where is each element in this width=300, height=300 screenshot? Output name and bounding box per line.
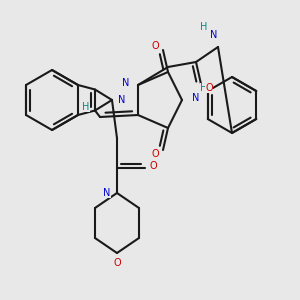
Text: H: H [82, 102, 90, 112]
Text: N: N [192, 93, 200, 103]
Text: N: N [210, 30, 218, 40]
Text: O: O [205, 83, 213, 93]
Text: O: O [151, 149, 159, 159]
Text: N: N [118, 95, 126, 105]
Text: O: O [113, 258, 121, 268]
Text: N: N [122, 78, 130, 88]
Text: O: O [151, 41, 159, 51]
Text: H: H [200, 22, 208, 32]
Text: H: H [200, 83, 208, 93]
Text: O: O [149, 161, 157, 171]
Text: N: N [103, 188, 111, 198]
